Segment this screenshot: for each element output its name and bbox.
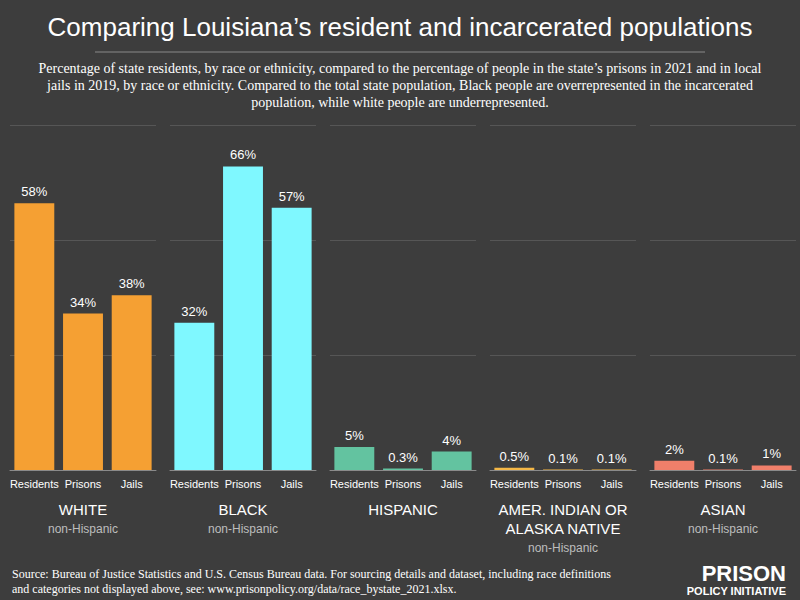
svg-text:Prisons: Prisons: [65, 478, 102, 490]
svg-text:Prisons: Prisons: [225, 478, 262, 490]
svg-text:non-Hispanic: non-Hispanic: [48, 522, 118, 536]
svg-text:Prisons: Prisons: [385, 478, 422, 490]
svg-text:ALASKA NATIVE: ALASKA NATIVE: [506, 520, 621, 537]
svg-text:2%: 2%: [665, 442, 684, 457]
svg-text:Source: Bureau of Justice Stat: Source: Bureau of Justice Statistics and…: [12, 567, 611, 581]
svg-text:Jails: Jails: [281, 478, 304, 490]
svg-text:PRISON: PRISON: [702, 561, 786, 586]
svg-text:Residents: Residents: [10, 478, 59, 490]
svg-text:Residents: Residents: [650, 478, 699, 490]
svg-text:population, while white people: population, while white people are under…: [251, 95, 548, 110]
svg-text:0.5%: 0.5%: [500, 449, 530, 464]
svg-text:non-Hispanic: non-Hispanic: [528, 541, 598, 555]
svg-text:BLACK: BLACK: [218, 501, 267, 518]
svg-text:Residents: Residents: [170, 478, 219, 490]
svg-text:ASIAN: ASIAN: [700, 501, 745, 518]
svg-text:4%: 4%: [442, 433, 461, 448]
svg-text:0.1%: 0.1%: [548, 451, 578, 466]
svg-text:non-Hispanic: non-Hispanic: [208, 522, 278, 536]
svg-text:AMER. INDIAN OR: AMER. INDIAN OR: [498, 501, 627, 518]
svg-text:Percentage of state residents,: Percentage of state residents, by race o…: [39, 61, 762, 76]
svg-text:jails in 2019, by race or ethn: jails in 2019, by race or ethnicity. Com…: [46, 78, 753, 93]
svg-text:Jails: Jails: [601, 478, 624, 490]
svg-text:Comparing Louisiana’s resident: Comparing Louisiana’s resident and incar…: [48, 12, 753, 42]
svg-text:57%: 57%: [279, 189, 305, 204]
svg-text:38%: 38%: [119, 276, 145, 291]
svg-text:0.1%: 0.1%: [597, 451, 627, 466]
svg-text:1%: 1%: [762, 446, 781, 461]
svg-text:Residents: Residents: [490, 478, 539, 490]
svg-text:Prisons: Prisons: [545, 478, 582, 490]
svg-text:and categories not displayed a: and categories not displayed above, see:…: [12, 582, 456, 596]
svg-text:0.3%: 0.3%: [388, 450, 418, 465]
svg-text:Jails: Jails: [441, 478, 464, 490]
svg-text:0.1%: 0.1%: [708, 451, 738, 466]
svg-text:58%: 58%: [21, 184, 47, 199]
svg-text:Prisons: Prisons: [705, 478, 742, 490]
svg-text:34%: 34%: [70, 295, 96, 310]
svg-text:HISPANIC: HISPANIC: [368, 501, 438, 518]
svg-text:Residents: Residents: [330, 478, 379, 490]
svg-text:32%: 32%: [181, 304, 207, 319]
svg-text:5%: 5%: [345, 428, 364, 443]
svg-text:WHITE: WHITE: [59, 501, 107, 518]
svg-text:66%: 66%: [230, 147, 256, 162]
svg-text:non-Hispanic: non-Hispanic: [688, 522, 758, 536]
svg-text:Jails: Jails: [121, 478, 144, 490]
svg-text:POLICY INITIATIVE: POLICY INITIATIVE: [687, 585, 786, 597]
svg-text:Jails: Jails: [761, 478, 784, 490]
